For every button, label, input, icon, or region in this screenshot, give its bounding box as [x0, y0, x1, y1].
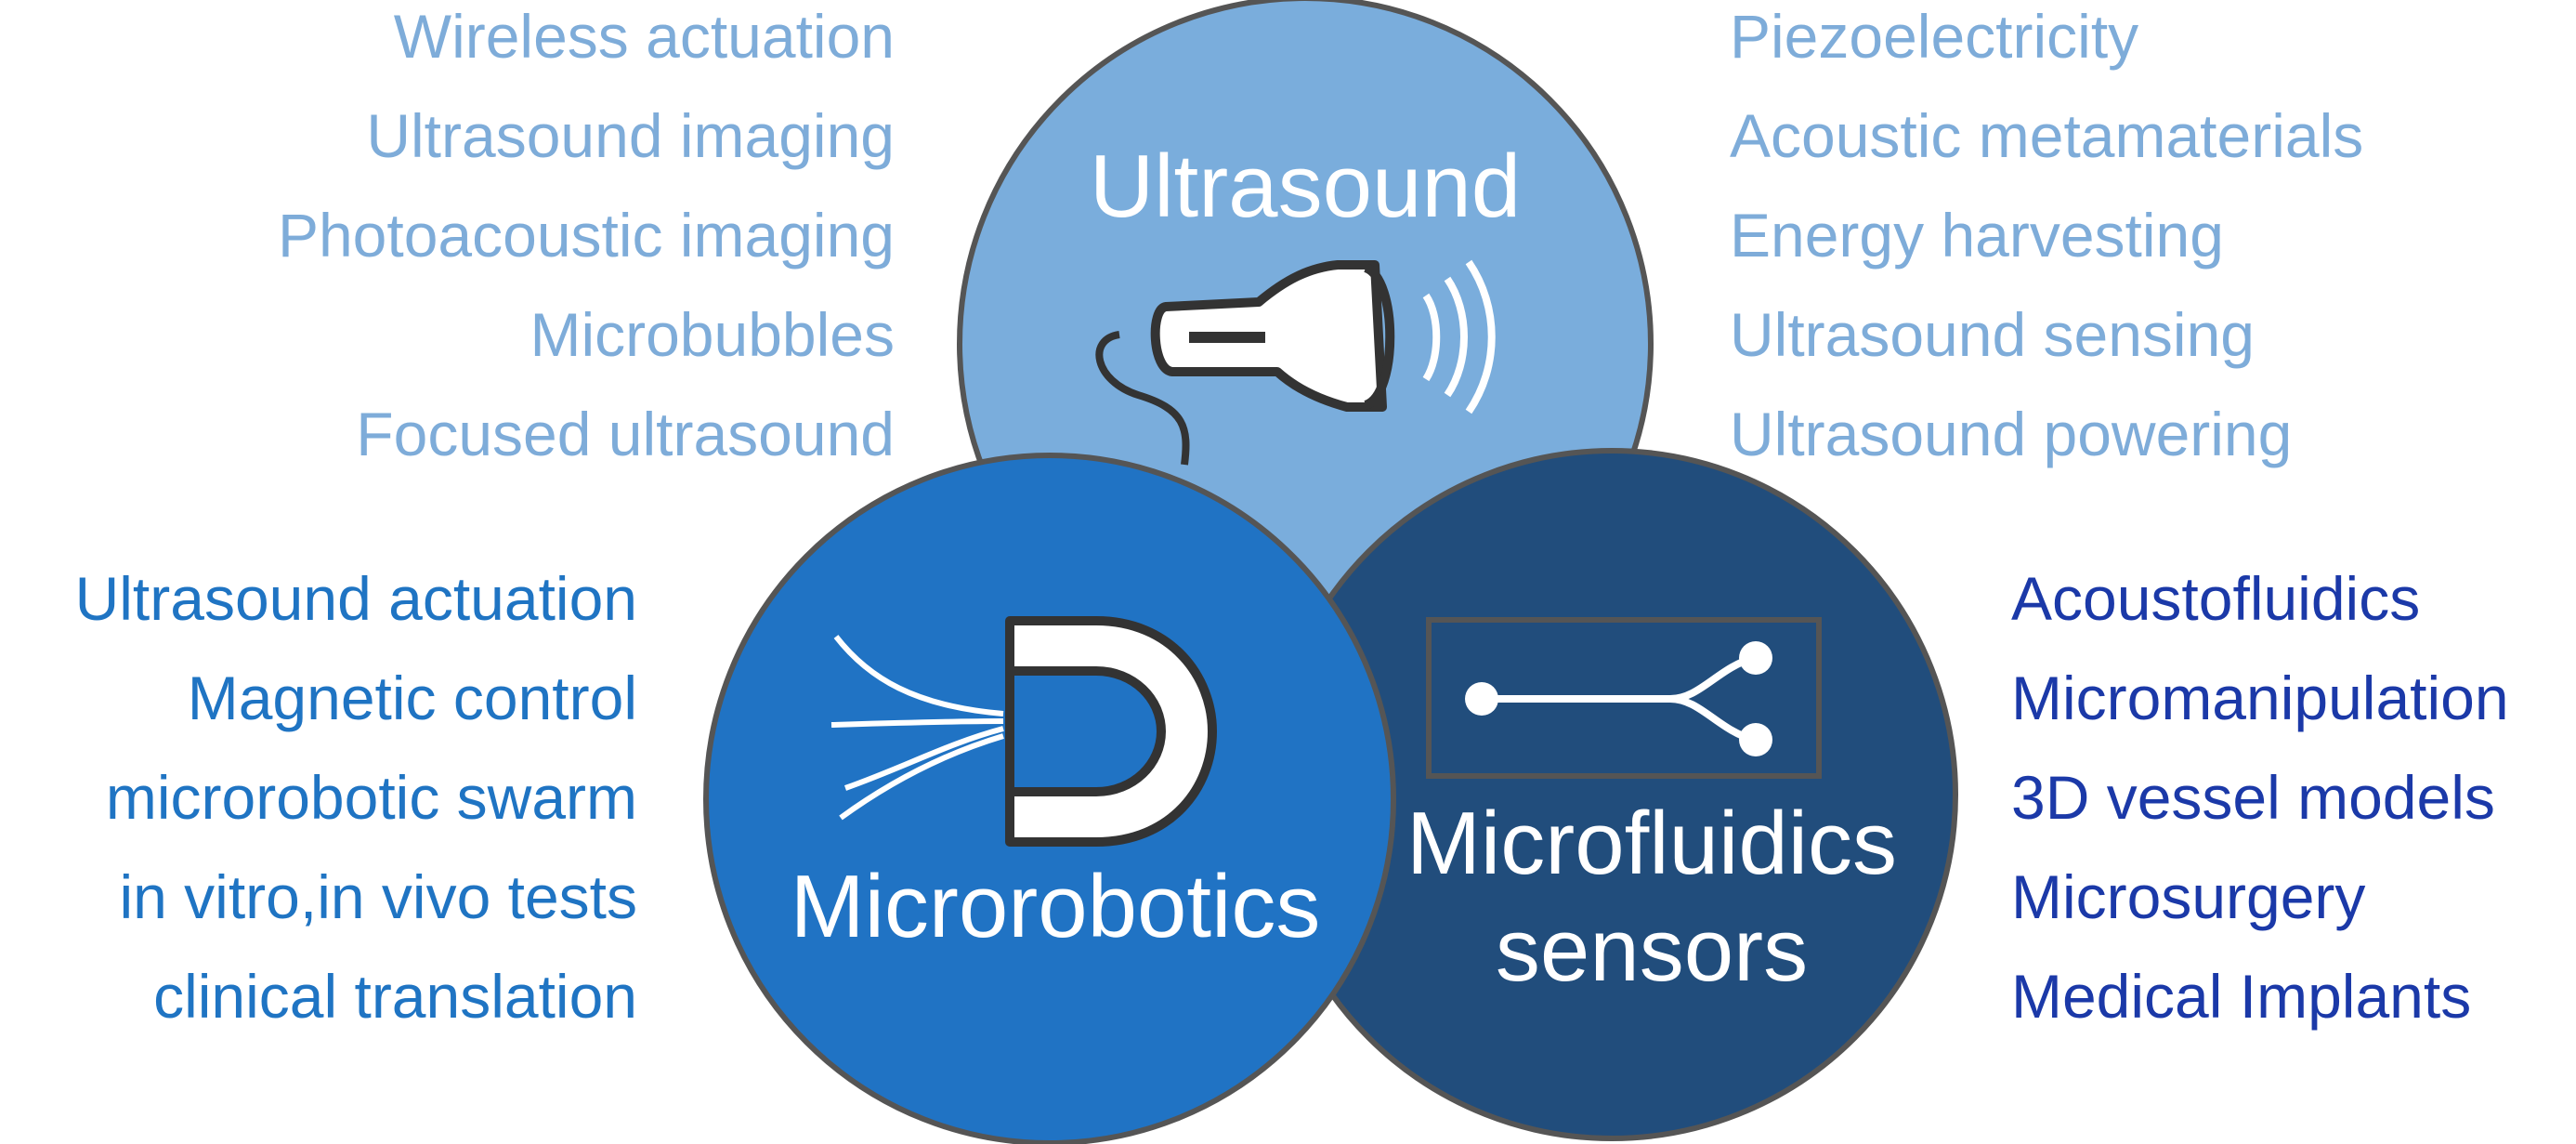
list-item: Energy harvesting [1730, 201, 2224, 270]
ultrasound-right-list: Piezoelectricity Acoustic metamaterials … [1730, 2, 2363, 468]
list-item: Focused ultrasound [356, 400, 895, 468]
list-item: clinical translation [153, 962, 637, 1031]
microfluidics-title-line2: sensors [1496, 901, 1808, 1000]
microfluidic-channel-icon [1426, 617, 1822, 779]
list-item: Piezoelectricity [1730, 2, 2138, 71]
list-item: Ultrasound imaging [366, 101, 895, 170]
list-item: Microsurgery [2011, 862, 2365, 931]
microrobotics-title: Microrobotics [791, 857, 1321, 956]
ultrasound-probe-icon [1095, 259, 1496, 466]
list-item: in vitro,in vivo tests [119, 862, 637, 931]
list-item: Ultrasound sensing [1730, 300, 2255, 369]
microfluidics-list: Acoustofluidics Micromanipulation 3D ves… [2011, 564, 2509, 1031]
ultrasound-left-list: Wireless actuation Ultrasound imaging Ph… [278, 2, 895, 468]
list-item: Ultrasound powering [1730, 400, 2292, 468]
list-item: 3D vessel models [2011, 763, 2495, 832]
list-item: Acoustofluidics [2011, 564, 2420, 633]
list-item: Acoustic metamaterials [1730, 101, 2363, 170]
list-item: Photoacoustic imaging [278, 201, 895, 270]
list-item: Ultrasound actuation [75, 564, 637, 633]
list-item: Micromanipulation [2011, 664, 2509, 732]
list-item: Microbubbles [530, 300, 895, 369]
list-item: Wireless actuation [394, 2, 895, 71]
list-item: Magnetic control [188, 664, 637, 732]
list-item: Medical Implants [2011, 962, 2471, 1031]
list-item: microrobotic swarm [106, 763, 637, 832]
ultrasound-title: Ultrasound [1090, 137, 1521, 236]
microrobotics-list: Ultrasound actuation Magnetic control mi… [75, 564, 637, 1031]
magnet-icon [830, 616, 1217, 847]
microfluidics-title-line1: Microfluidics [1406, 794, 1897, 893]
